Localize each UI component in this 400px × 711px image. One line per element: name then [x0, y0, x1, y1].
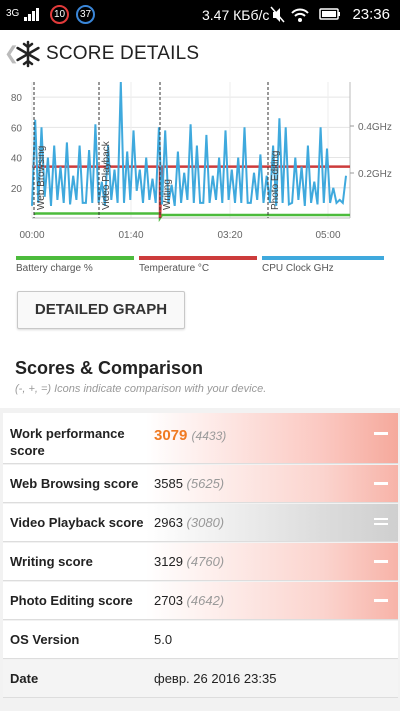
table-row: Photo Editing score 2703 (4642): [3, 582, 398, 620]
notification-badge: 37: [76, 5, 95, 24]
row-label: OS Version: [10, 632, 80, 647]
compare-value: (3080): [186, 515, 225, 530]
legend-cpu-label: CPU Clock GHz: [262, 263, 334, 274]
info-cell: 5.0: [146, 621, 398, 658]
mute-icon: [270, 6, 285, 23]
value-text: 2703: [154, 593, 183, 608]
legend-cpu: CPU Clock GHz: [262, 256, 384, 274]
y-tick-label: 60: [11, 123, 23, 134]
right-tick-label: 0.2GHz: [358, 169, 392, 180]
section-subtitle: (-, +, =) Icons indicate comparison with…: [15, 383, 267, 395]
legend-battery: Battery charge %: [16, 256, 134, 274]
network-type: 3G: [6, 8, 20, 19]
row-label: Writing score: [10, 554, 93, 569]
score-cell: 3129 (4760): [146, 543, 398, 580]
x-tick-label: 00:00: [19, 230, 44, 241]
battery-series-line: [33, 212, 350, 223]
section-title: Scores & Comparison: [15, 358, 204, 378]
snowflake-icon: [14, 40, 42, 73]
row-label: Work performance score: [10, 426, 125, 458]
row-label: Web Browsing score: [10, 476, 139, 491]
scores-table: Work performance score 3079 (4433) Web B…: [3, 413, 398, 698]
section-label: Web Browsing: [36, 146, 47, 210]
table-row: Date февр. 26 2016 23:35: [3, 660, 398, 698]
section-label: Video Playback: [101, 140, 112, 210]
legend-temperature-label: Temperature °C: [139, 263, 210, 274]
cpu-series-line: [31, 81, 347, 207]
value-text: 3079: [154, 427, 188, 444]
notification-badge: 10: [50, 5, 69, 24]
score-value: 3079 (4433): [154, 427, 226, 444]
score-cell: 3079 (4433): [146, 413, 398, 463]
score-cell: 2703 (4642): [146, 582, 398, 619]
signal-icon: [24, 7, 42, 24]
info-value: 5.0: [154, 632, 173, 647]
network-speed: 3.47 КБб/с: [202, 7, 270, 23]
value-text: 3129: [154, 554, 183, 569]
y-tick-label: 80: [11, 93, 23, 104]
row-label: Date: [10, 671, 39, 686]
clock: 23:36: [352, 6, 390, 23]
score-cell: 2963 (3080): [146, 504, 398, 541]
right-tick-label: 0.4GHz: [358, 122, 392, 133]
table-row: Writing score 3129 (4760): [3, 543, 398, 581]
minus-icon: [374, 599, 388, 602]
performance-chart: 20 40 60 80 00:00 01:40 03:20 05:00 0.4GHz 0.2GHz…: [0, 78, 400, 258]
value-text: 2963: [154, 515, 183, 530]
score-value: 3585 (5625): [154, 476, 224, 491]
chart-card: 20 40 60 80 00:00 01:40 03:20 05:00 0.4GHz 0.2GHz…: [0, 78, 400, 408]
compare-value: (4760): [186, 554, 225, 569]
x-tick-label: 03:20: [217, 230, 242, 241]
score-value: 3129 (4760): [154, 554, 224, 569]
row-label: Video Playback score: [10, 515, 144, 530]
x-tick-label: 01:40: [118, 230, 143, 241]
y-tick-label: 40: [11, 154, 23, 165]
minus-icon: [374, 482, 388, 485]
x-tick-label: 05:00: [315, 230, 340, 241]
chevron-left-icon[interactable]: ❮: [4, 43, 20, 63]
compare-value: (4433): [191, 429, 227, 443]
table-row: OS Version 5.0: [3, 621, 398, 659]
detailed-graph-button[interactable]: DETAILED GRAPH: [17, 291, 185, 329]
compare-value: (5625): [186, 476, 225, 491]
score-value: 2963 (3080): [154, 515, 224, 530]
table-row: Video Playback score 2963 (3080): [3, 504, 398, 542]
legend-battery-label: Battery charge %: [16, 263, 93, 274]
compare-value: (4642): [186, 593, 225, 608]
wifi-icon: [291, 8, 309, 22]
table-row: Work performance score 3079 (4433): [3, 413, 398, 464]
equal-icon: [374, 518, 388, 520]
minus-icon: [374, 560, 388, 563]
y-tick-label: 20: [11, 184, 23, 195]
app-bar: ❮ SCORE DETAILS: [0, 30, 400, 79]
score-value: 2703 (4642): [154, 593, 224, 608]
info-value: февр. 26 2016 23:35: [154, 671, 277, 686]
status-bar: 3G 10 37 3.47 КБб/с 23:36: [0, 0, 400, 30]
minus-icon: [374, 432, 388, 435]
score-cell: 3585 (5625): [146, 465, 398, 502]
battery-icon: [319, 8, 340, 20]
table-row: Web Browsing score 3585 (5625): [3, 465, 398, 503]
status-icons: [270, 6, 345, 27]
section-label: Photo Editing: [270, 151, 281, 211]
section-label: Writing: [162, 179, 173, 210]
page-title: SCORE DETAILS: [46, 43, 200, 64]
equal-icon: [374, 523, 388, 525]
info-cell: февр. 26 2016 23:35: [146, 660, 398, 697]
value-text: 3585: [154, 476, 183, 491]
row-label: Photo Editing score: [10, 593, 133, 608]
legend-temperature: Temperature °C: [139, 256, 257, 274]
